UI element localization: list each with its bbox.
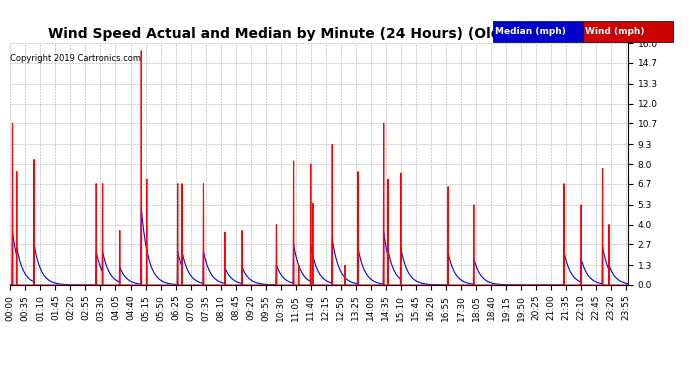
Title: Wind Speed Actual and Median by Minute (24 Hours) (Old) 20190208: Wind Speed Actual and Median by Minute (… <box>48 27 590 40</box>
Text: Median (mph): Median (mph) <box>495 27 566 36</box>
Text: Copyright 2019 Cartronics.com: Copyright 2019 Cartronics.com <box>10 54 141 63</box>
Text: Wind (mph): Wind (mph) <box>585 27 644 36</box>
